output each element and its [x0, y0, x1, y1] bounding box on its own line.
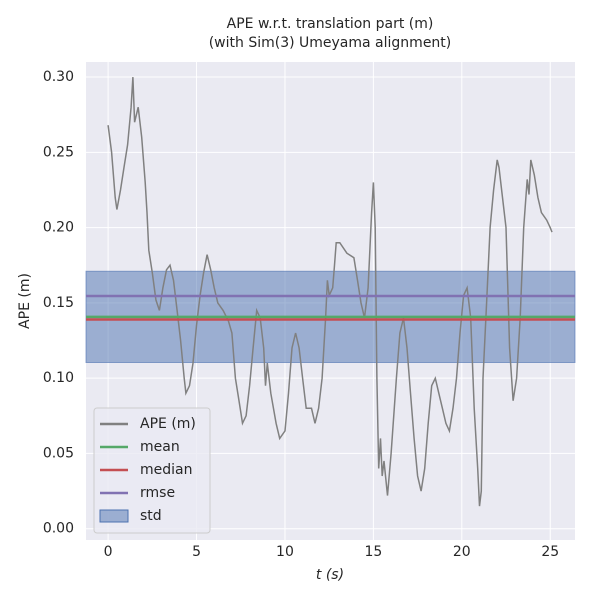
- legend-label: median: [140, 462, 192, 478]
- y-tick-label: 0.00: [43, 521, 74, 537]
- y-tick-label: 0.05: [43, 445, 74, 461]
- legend-label: mean: [140, 439, 180, 455]
- y-tick-label: 0.25: [43, 144, 74, 160]
- legend-box: [93, 407, 211, 534]
- marks: [85, 77, 576, 507]
- legend-label: rmse: [140, 485, 175, 501]
- y-tick-label: 0.10: [43, 370, 74, 386]
- y-tick-label: 0.20: [43, 220, 74, 236]
- legend-label: APE (m): [140, 416, 196, 432]
- chart-subtitle: (with Sim(3) Umeyama alignment): [209, 35, 452, 51]
- line-series: [107, 77, 553, 507]
- x-tick-label: 15: [364, 544, 382, 560]
- x-axis-label: t (s): [316, 567, 344, 583]
- y-axis-label: APE (m): [17, 273, 33, 329]
- x-tick-label: 0: [104, 544, 113, 560]
- legend-swatch: [99, 509, 129, 523]
- legend-label: std: [140, 508, 162, 524]
- x-tick-label: 20: [453, 544, 471, 560]
- y-tick-label: 0.30: [43, 69, 74, 85]
- x-tick-label: 10: [276, 544, 294, 560]
- y-tick-label: 0.15: [43, 295, 74, 311]
- x-tick-label: 5: [192, 544, 201, 560]
- x-tick-label: 25: [541, 544, 559, 560]
- chart-title: APE w.r.t. translation part (m): [227, 16, 434, 32]
- legend: APE (m) mean median rmse std: [93, 407, 211, 534]
